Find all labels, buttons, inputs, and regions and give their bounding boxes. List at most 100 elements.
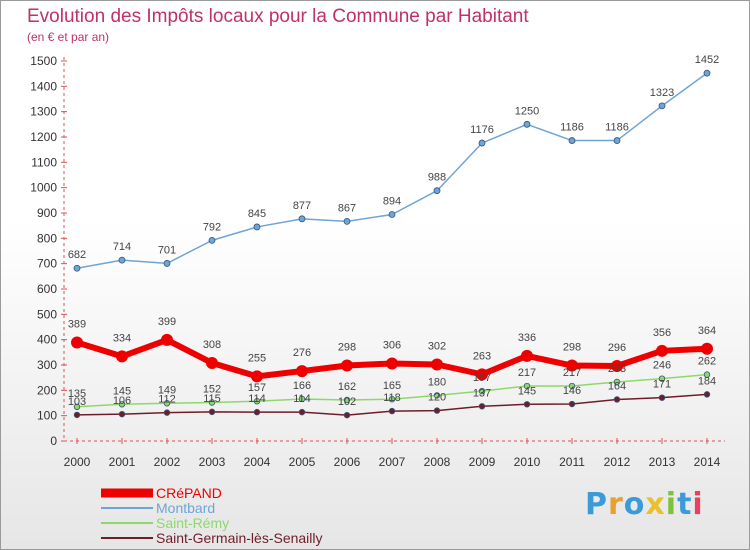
data-point-saint-remy [388,396,396,403]
data-point-crepand [341,359,353,372]
proxiti-logo: Proxiti [585,487,704,522]
x-tick-label: 2004 [244,455,271,469]
data-point-montbard [478,139,486,147]
data-label-saint-germain-les-senailly: 137 [473,387,491,399]
data-point-crepand [161,333,173,346]
data-label-montbard: 877 [293,200,311,212]
data-point-montbard [703,69,711,77]
data-point-crepand [656,344,668,357]
data-label-saint-germain-les-senailly: 171 [653,379,671,391]
data-label-montbard: 1186 [605,122,629,134]
x-tick-label: 2009 [469,455,496,469]
data-label-saint-remy: 180 [428,376,446,388]
x-tick-label: 2012 [604,455,631,469]
data-point-saint-remy [568,382,576,390]
y-tick-label: 1500 [30,54,57,68]
data-point-saint-germain-les-senailly [118,410,126,418]
data-point-saint-remy [703,371,711,378]
data-label-montbard: 1250 [515,105,539,117]
data-point-montbard [343,217,351,225]
data-label-saint-remy: 152 [203,383,221,395]
data-point-montbard [208,236,216,244]
data-point-saint-remy [478,387,486,395]
data-label-crepand: 298 [563,342,581,354]
data-point-saint-remy [523,382,531,390]
y-tick-label: 800 [37,231,57,245]
y-tick-label: 900 [37,206,57,220]
data-label-crepand: 302 [428,340,446,352]
data-label-montbard: 845 [248,208,266,220]
logo-letter: i [692,487,704,522]
data-point-crepand [296,365,308,378]
data-point-crepand [386,357,398,370]
data-point-crepand [566,359,578,372]
data-point-montbard [658,102,666,110]
data-label-saint-germain-les-senailly: 120 [428,392,446,404]
data-point-saint-germain-les-senailly [298,408,306,416]
data-label-crepand: 389 [68,318,86,330]
data-point-saint-remy [208,399,216,406]
data-point-montbard [253,223,261,231]
data-point-montbard [388,211,396,218]
data-label-saint-germain-les-senailly: 103 [68,396,86,408]
data-label-montbard: 701 [158,244,176,256]
data-label-crepand: 306 [383,339,401,351]
data-point-saint-remy [253,398,261,405]
data-point-saint-germain-les-senailly [523,401,531,408]
data-point-saint-remy [658,375,666,382]
y-tick-label: 1300 [30,105,57,119]
data-label-crepand: 255 [248,352,266,364]
legend-label-saint-germain-les-senailly: Saint-Germain-lès-Senailly [156,530,323,546]
legend-label-crepand: CRéPAND [156,485,222,501]
data-label-saint-remy: 233 [608,363,626,375]
data-point-saint-germain-les-senailly [658,394,666,401]
data-label-saint-germain-les-senailly: 145 [518,385,536,397]
data-point-montbard [118,256,126,264]
data-label-saint-remy: 166 [293,380,311,392]
y-tick-label: 200 [37,383,57,397]
legend-label-montbard: Montbard [156,500,215,516]
data-label-saint-germain-les-senailly: 164 [608,380,626,392]
x-tick-label: 2005 [289,455,316,469]
data-point-crepand [611,360,623,373]
data-point-saint-remy [433,392,441,399]
data-label-saint-remy: 262 [698,356,716,368]
data-point-montbard [523,120,531,128]
x-tick-label: 2013 [649,455,676,469]
data-label-saint-remy: 157 [248,382,266,394]
logo-letter: t [677,487,693,522]
data-label-saint-remy: 135 [68,388,86,400]
data-label-saint-remy: 197 [473,372,491,384]
data-point-saint-remy [73,403,81,410]
data-point-saint-germain-les-senailly [343,411,351,419]
y-tick-label: 1200 [30,130,57,144]
data-point-crepand [116,350,128,363]
data-point-montbard [613,137,621,144]
data-label-crepand: 399 [158,316,176,328]
data-label-saint-germain-les-senailly: 118 [383,392,401,404]
x-tick-label: 2010 [514,455,541,469]
data-point-saint-remy [343,396,351,404]
data-label-saint-germain-les-senailly: 146 [563,385,581,397]
x-tick-label: 2002 [154,455,181,469]
x-tick-label: 2000 [64,455,91,469]
data-label-crepand: 276 [293,347,311,359]
data-label-saint-remy: 165 [383,380,401,392]
y-tick-label: 600 [37,282,57,296]
data-label-saint-germain-les-senailly: 184 [698,375,716,387]
data-label-saint-remy: 217 [563,367,581,379]
x-tick-label: 2001 [109,455,136,469]
data-point-saint-germain-les-senailly [253,408,261,416]
data-point-saint-germain-les-senailly [703,391,711,398]
data-point-crepand [251,370,263,383]
data-point-saint-germain-les-senailly [433,407,441,414]
data-point-crepand [476,368,488,381]
data-point-saint-germain-les-senailly [568,400,576,408]
x-tick-label: 2007 [379,455,406,469]
data-point-crepand [431,358,443,371]
data-point-crepand [701,342,713,355]
data-label-crepand: 308 [203,339,221,351]
y-tick-label: 1100 [31,155,57,169]
data-point-saint-germain-les-senailly [613,396,621,403]
data-point-montbard [433,187,441,195]
